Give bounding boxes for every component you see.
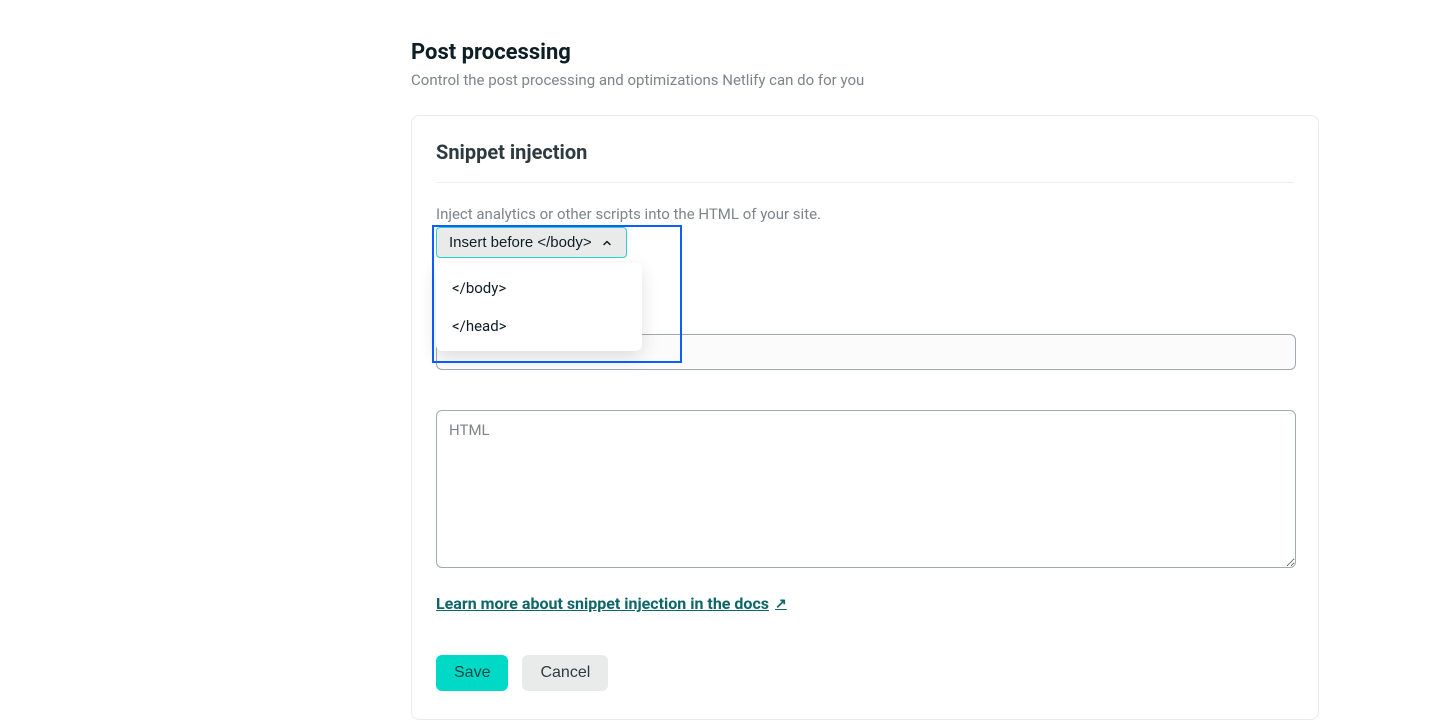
card-description: Inject analytics or other scripts into t… xyxy=(436,205,1294,223)
docs-link-row: Learn more about snippet injection in th… xyxy=(436,594,1294,613)
docs-link-text: Learn more about snippet injection in th… xyxy=(436,594,769,613)
html-textarea-wrap xyxy=(436,410,1294,572)
external-link-icon: ↗ xyxy=(775,596,787,612)
divider xyxy=(436,182,1294,183)
card-title: Snippet injection xyxy=(436,140,1294,164)
section-title: Post processing xyxy=(411,40,1321,65)
chevron-up-icon xyxy=(600,236,614,250)
dropdown-menu: </body> </head> xyxy=(436,263,642,351)
html-textarea[interactable] xyxy=(436,410,1296,568)
save-button[interactable]: Save xyxy=(436,655,508,691)
section-subtitle: Control the post processing and optimiza… xyxy=(411,71,1321,89)
dropdown-wrapper: Insert before </body> </body> </head> xyxy=(436,227,627,258)
dropdown-option-body[interactable]: </body> xyxy=(436,269,642,307)
docs-link[interactable]: Learn more about snippet injection in th… xyxy=(436,594,787,613)
cancel-button[interactable]: Cancel xyxy=(522,655,608,691)
dropdown-option-head[interactable]: </head> xyxy=(436,307,642,345)
button-row: Save Cancel xyxy=(436,655,1294,691)
snippet-injection-card: Snippet injection Inject analytics or ot… xyxy=(411,115,1319,720)
insert-position-dropdown[interactable]: Insert before </body> xyxy=(436,227,627,258)
dropdown-selected-label: Insert before </body> xyxy=(449,234,592,251)
